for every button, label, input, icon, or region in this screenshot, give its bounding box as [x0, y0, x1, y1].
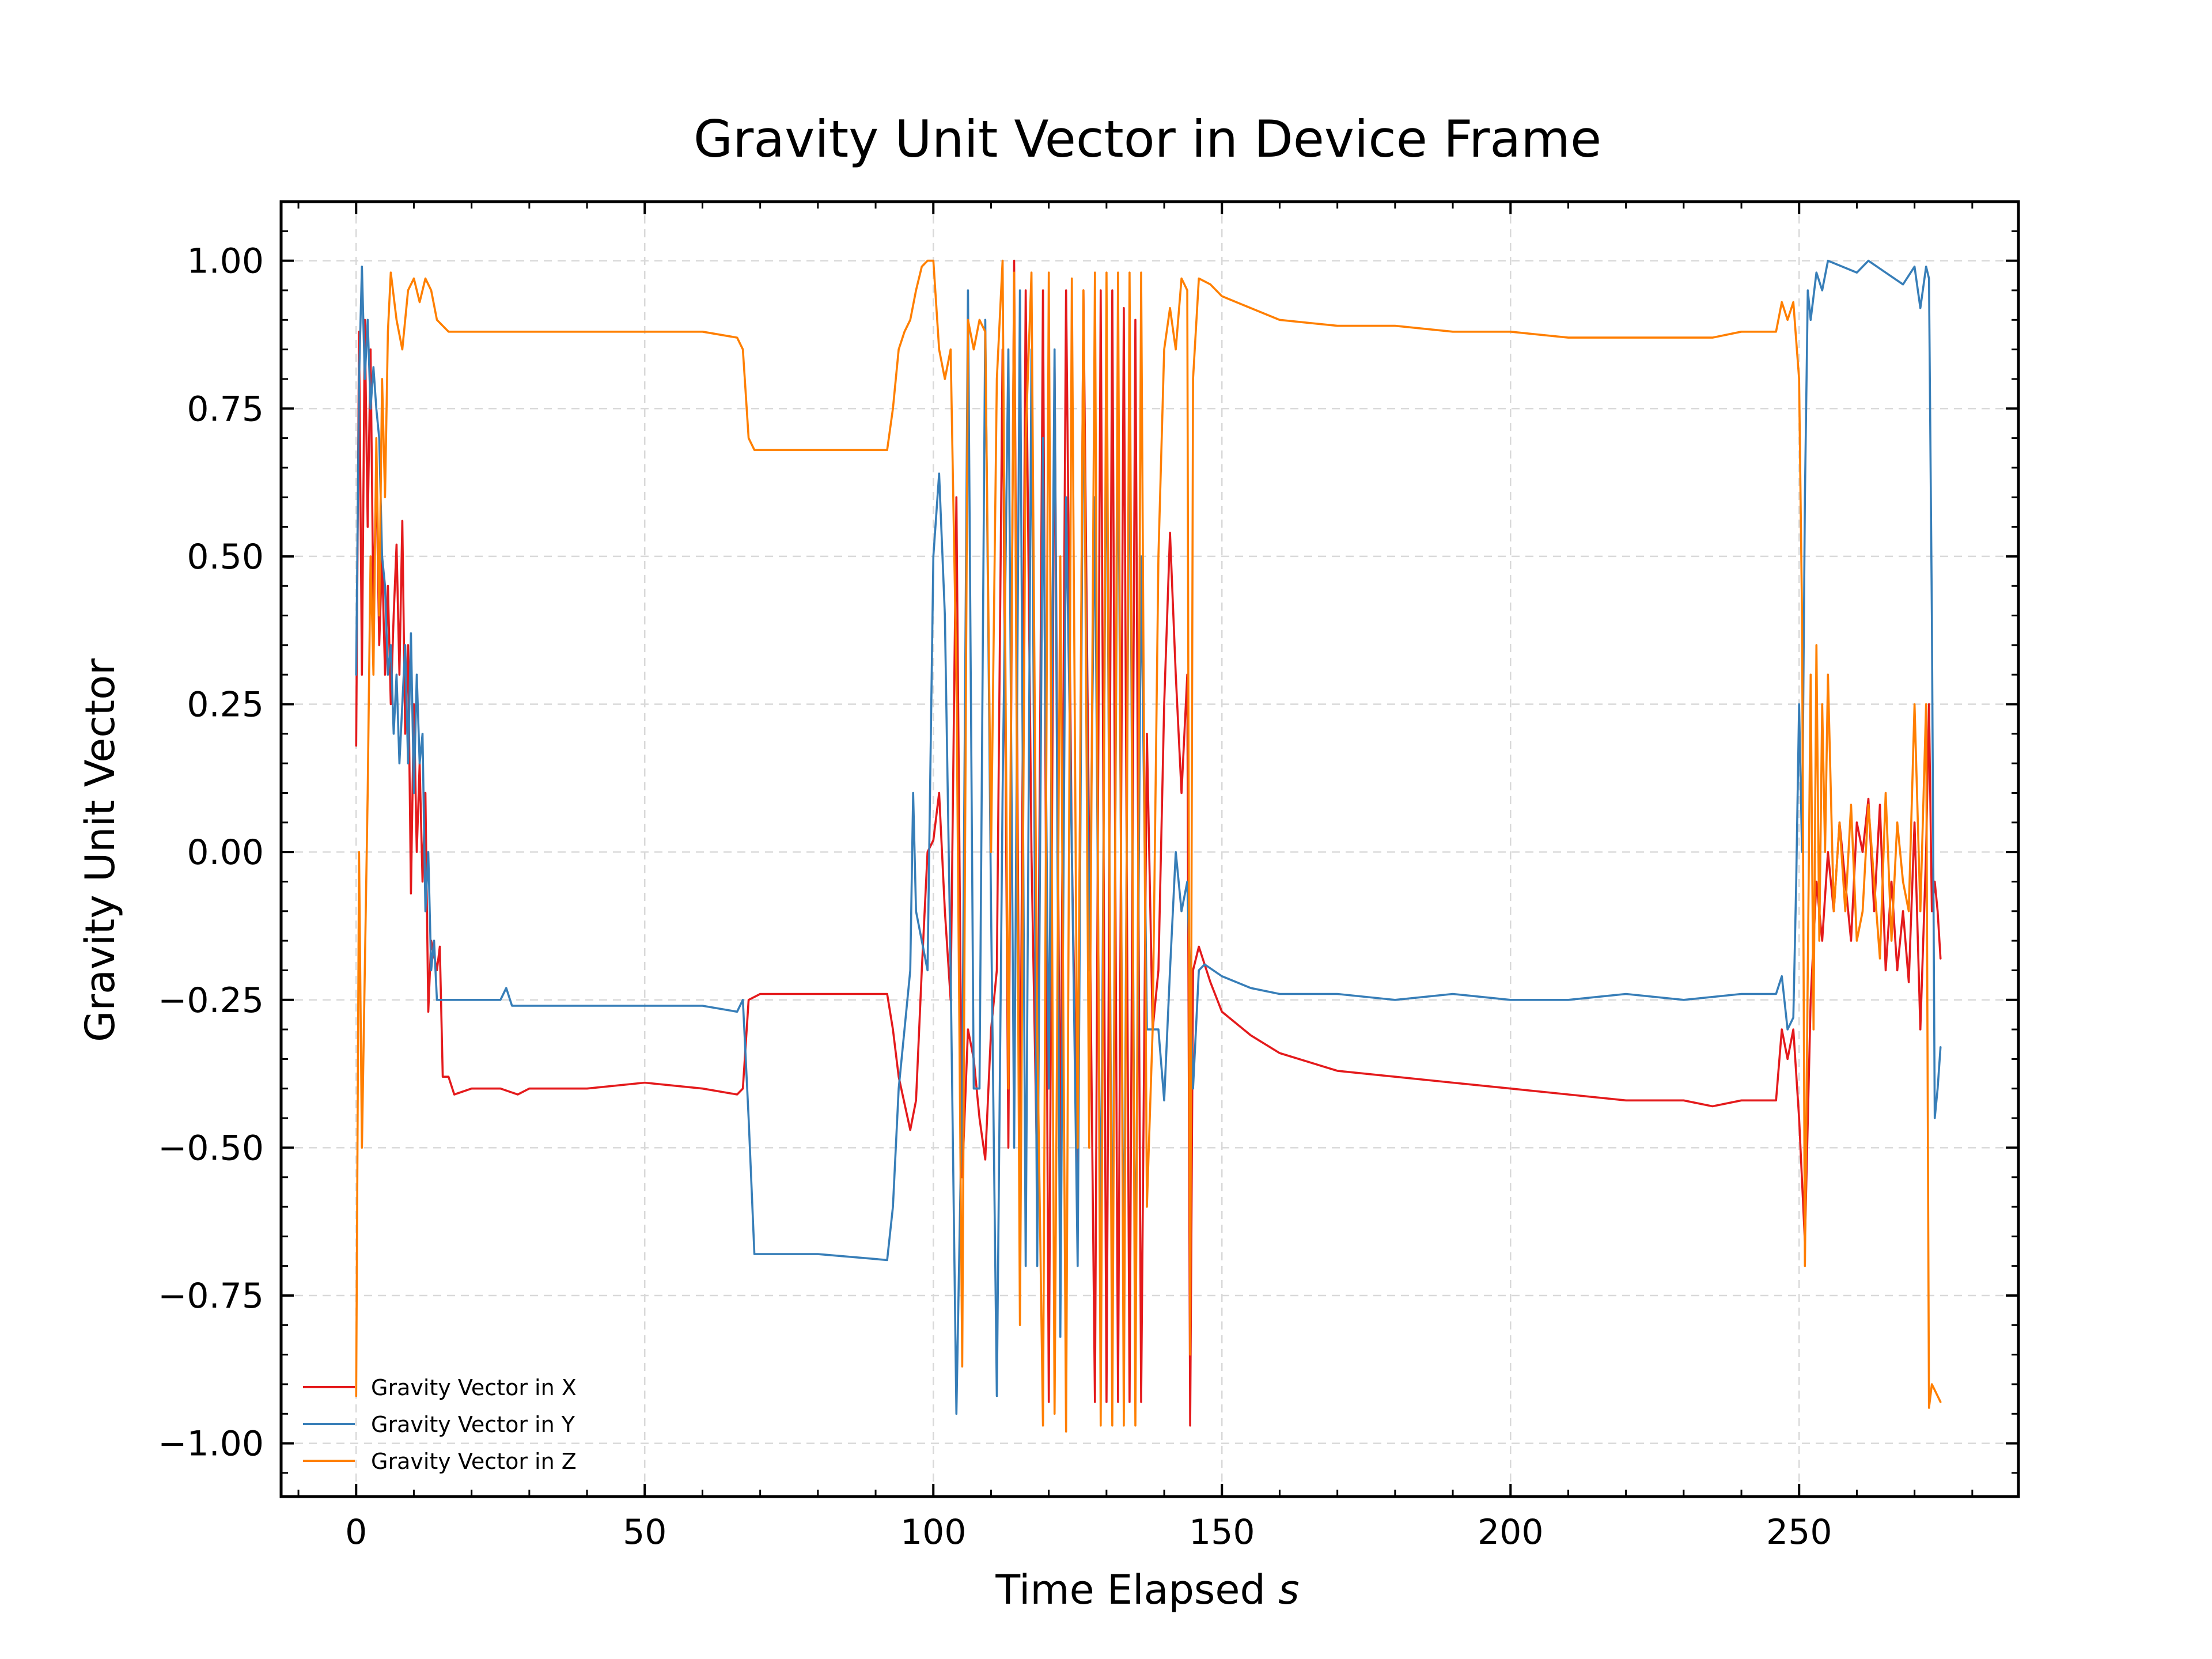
x-axis-label: Time Elapsed s [995, 1566, 1299, 1613]
x-tick-label: 0 [345, 1512, 367, 1552]
y-tick-label: 0.75 [187, 389, 264, 429]
y-tick-label: −0.75 [158, 1276, 264, 1316]
y-tick-label: −1.00 [158, 1424, 264, 1464]
y-tick-label: 0.25 [187, 685, 264, 725]
legend-label: Gravity Vector in Z [371, 1449, 577, 1474]
y-tick-label: −0.25 [158, 980, 264, 1021]
x-tick-label: 100 [900, 1512, 967, 1552]
plot-frame [279, 200, 2020, 1498]
x-tick-label: 250 [1766, 1512, 1832, 1552]
series-line-z [355, 259, 1942, 1433]
y-tick-label: 0.50 [187, 537, 264, 577]
y-tick-label: 0.00 [187, 832, 264, 873]
x-tick-label: 150 [1189, 1512, 1255, 1552]
y-tick-label: −0.50 [158, 1128, 264, 1168]
y-axis-label: Gravity Unit Vector [77, 658, 124, 1042]
legend-label: Gravity Vector in X [371, 1375, 577, 1400]
x-axis-label-text: Time Elapsed [995, 1566, 1266, 1613]
y-tick-label: 1.00 [187, 241, 264, 282]
chart-title: Gravity Unit Vector in Device Frame [694, 109, 1601, 169]
series-line-y [355, 259, 1942, 1415]
tick-labels: 0 50 100 150 200 250 1.00 0.75 0.50 0.25 0.00 −0.25… [158, 241, 1832, 1552]
series-layer [355, 259, 1942, 1433]
legend: Gravity Vector in X Gravity Vector in Y Gr… [303, 1375, 577, 1474]
axis-ticks [281, 202, 2018, 1497]
x-tick-label: 50 [623, 1512, 666, 1552]
legend-label: Gravity Vector in Y [371, 1412, 575, 1437]
x-tick-label: 200 [1478, 1512, 1544, 1552]
x-axis-unit: s [1278, 1566, 1299, 1613]
